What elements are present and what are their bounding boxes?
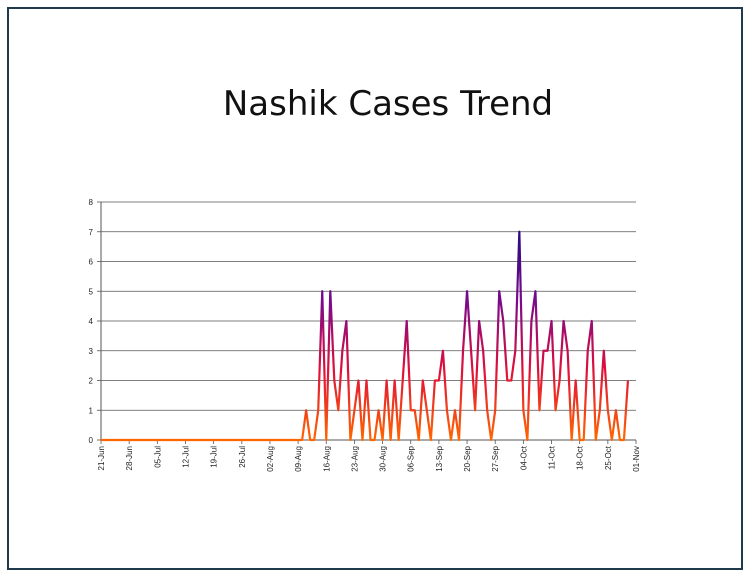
x-tick-label: 27-Sep xyxy=(491,445,500,471)
y-tick-label: 6 xyxy=(89,258,94,267)
x-tick-label: 09-Aug xyxy=(294,446,303,472)
x-tick-label: 11-Oct xyxy=(548,445,557,469)
y-tick-label: 0 xyxy=(89,436,94,445)
x-tick-label: 21-Jun xyxy=(97,446,106,470)
x-tick-label: 26-Jul xyxy=(238,446,247,468)
x-tick-label: 18-Oct xyxy=(576,445,585,470)
x-tick-label: 23-Aug xyxy=(350,446,359,472)
chart-frame xyxy=(7,7,743,570)
y-tick-label: 3 xyxy=(89,347,94,356)
y-tick-label: 5 xyxy=(89,287,94,296)
y-axis-ticks: 0 1 2 3 4 5 6 7 8 xyxy=(89,198,101,445)
x-tick-label: 13-Sep xyxy=(435,445,444,471)
x-tick-label: 19-Jul xyxy=(210,446,219,468)
y-tick-label: 1 xyxy=(89,406,94,415)
x-tick-label: 12-Jul xyxy=(181,446,190,468)
x-tick-label: 04-Oct xyxy=(519,445,528,470)
y-tick-label: 7 xyxy=(89,228,94,237)
chart-title: Nashik Cases Trend xyxy=(222,84,554,124)
x-tick-label: 02-Aug xyxy=(266,446,275,472)
x-tick-label: 20-Sep xyxy=(463,445,472,471)
x-tick-label: 30-Aug xyxy=(379,446,388,472)
x-tick-label: 01-Nov xyxy=(632,446,641,472)
x-axis-ticks: 21-Jun 28-Jun 05-Jul 12-Jul 19-Jul 26-Jul 02-A… xyxy=(97,440,641,472)
y-tick-label: 4 xyxy=(89,317,94,326)
y-tick-label: 8 xyxy=(89,198,94,207)
series-line xyxy=(101,230,630,442)
y-tick-label: 2 xyxy=(89,377,94,386)
x-tick-label: 28-Jun xyxy=(125,446,134,470)
grid-lines xyxy=(101,201,636,411)
x-tick-label: 25-Oct xyxy=(604,445,613,470)
x-tick-label: 16-Aug xyxy=(322,446,331,472)
x-tick-label: 06-Sep xyxy=(407,445,416,471)
x-tick-label: 05-Jul xyxy=(153,446,162,468)
